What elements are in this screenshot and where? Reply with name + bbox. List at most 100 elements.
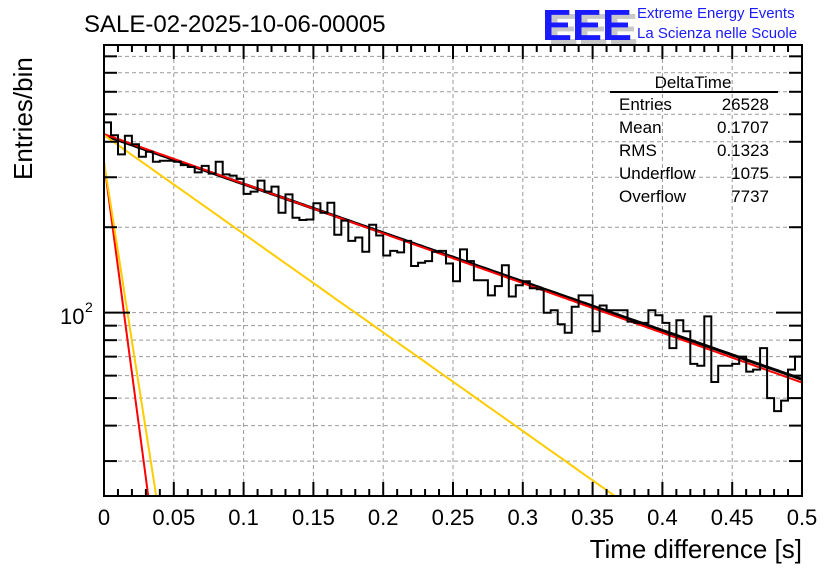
stats-box: DeltaTime Entries 26528 Mean 0.1707 RMS 0.132…: [610, 73, 778, 206]
histogram-bin: [139, 157, 146, 496]
histogram-bin: [327, 203, 334, 496]
stats-value: 0.1323: [717, 141, 769, 160]
histogram-bin: [348, 241, 355, 496]
x-tick-label: 0.4: [647, 505, 678, 530]
histogram-bin: [432, 252, 439, 496]
histogram-bin: [460, 249, 467, 496]
histogram-bin: [223, 174, 230, 496]
histogram-bin: [181, 165, 188, 496]
stats-value: 1075: [731, 164, 769, 183]
x-tick-label: 0.15: [292, 505, 335, 530]
x-tick-label: 0.1: [228, 505, 259, 530]
histogram-bin: [125, 136, 132, 496]
histogram-bin: [167, 161, 174, 496]
histogram-bin: [628, 322, 635, 496]
x-tick-label: 0.2: [368, 505, 399, 530]
histogram-bin: [711, 382, 718, 496]
eee-logo: EEE EEE Extreme Energy Events La Scienza…: [542, 1, 797, 54]
x-tick-label: 0.25: [432, 505, 475, 530]
histogram-bin: [509, 297, 516, 496]
histogram-bin: [600, 305, 607, 496]
stats-label: Overflow: [619, 187, 687, 206]
stats-label: Entries: [619, 95, 672, 114]
histogram-bin: [488, 295, 495, 496]
histogram-bin: [285, 194, 292, 496]
stats-label: Underflow: [619, 164, 696, 183]
y-axis-major-label: 10 2: [60, 299, 93, 329]
histogram-bin: [565, 333, 572, 496]
histogram-bin: [669, 348, 676, 496]
histogram-bin: [446, 264, 453, 496]
histogram-bin: [390, 251, 397, 496]
histogram-bin: [760, 348, 767, 496]
histogram-bin: [746, 372, 753, 496]
histogram-bin: [292, 218, 299, 496]
histogram-bin: [237, 179, 244, 496]
histogram-bin: [251, 192, 258, 496]
x-tick-label: 0.3: [508, 505, 539, 530]
histogram-bin: [495, 286, 502, 496]
stats-rows: Entries 26528 Mean 0.1707 RMS 0.1323 Underflow…: [619, 95, 769, 206]
stats-label: Mean: [619, 118, 662, 137]
histogram-bin: [474, 280, 481, 496]
histogram-bin: [648, 310, 655, 496]
x-tick-label: 0.5: [787, 505, 818, 530]
histogram-bin: [732, 364, 739, 496]
histogram-bin: [614, 310, 621, 496]
histogram-bin: [439, 251, 446, 496]
histogram-bin: [272, 187, 279, 496]
histogram-bin: [579, 295, 586, 496]
stats-label: RMS: [619, 141, 657, 160]
y-axis-label: Entries/bin: [8, 57, 38, 180]
histogram-bin: [641, 323, 648, 496]
axes: [103, 44, 803, 497]
histogram-bin: [397, 252, 404, 496]
histogram-bin: [195, 172, 202, 496]
histogram-bin: [788, 370, 795, 496]
histogram-bin: [767, 398, 774, 496]
histogram-outline: [104, 121, 802, 413]
histogram-bin: [774, 411, 781, 496]
histogram-bin: [634, 323, 641, 496]
histogram-bin: [299, 220, 306, 496]
histogram-bin: [341, 221, 348, 496]
x-tick-label: 0.45: [711, 505, 754, 530]
histogram-bin: [718, 366, 725, 496]
histogram-bin: [753, 370, 760, 496]
chart-title: SALE-02-2025-10-06-00005: [84, 11, 386, 38]
histogram-bin: [132, 144, 139, 496]
y-tick-label-base: 10: [60, 304, 84, 329]
histogram-bin: [516, 285, 523, 496]
histogram-bin: [558, 324, 565, 496]
histogram-bin: [739, 357, 746, 496]
histogram-bin: [146, 152, 153, 496]
stats-value: 26528: [722, 95, 769, 114]
x-tick-labels: 0 0.05 0.1 0.15 0.2 0.25 0.3 0.35 0.4 0.45 0.5: [98, 505, 817, 530]
histogram-bin: [781, 401, 788, 496]
histogram-bin: [111, 135, 118, 496]
histogram-bin: [621, 310, 628, 496]
histogram-bin: [334, 235, 341, 496]
histogram-bin: [118, 154, 125, 496]
histogram-bin: [607, 310, 614, 496]
histogram-bin: [404, 241, 411, 496]
histogram-bin: [544, 313, 551, 496]
logo-line1: Extreme Energy Events: [637, 5, 795, 22]
histogram-bin: [502, 265, 509, 496]
logo-letters: EEE: [542, 1, 632, 50]
histogram-bin: [355, 237, 362, 496]
histogram-bin: [655, 315, 662, 496]
stats-value: 0.1707: [717, 118, 769, 137]
histogram-bin: [230, 176, 237, 496]
histogram-bin: [320, 213, 327, 496]
histogram-bin: [676, 320, 683, 496]
histogram-bin: [411, 266, 418, 496]
histogram-bin: [481, 280, 488, 496]
x-axis-label: Time difference [s]: [590, 534, 802, 564]
x-tick-label: 0.05: [152, 505, 195, 530]
histogram-bin: [279, 213, 286, 496]
histogram-bin: [362, 252, 369, 496]
histogram-bin: [369, 225, 376, 496]
histogram-bin: [523, 281, 530, 496]
x-tick-label: 0: [98, 505, 110, 530]
